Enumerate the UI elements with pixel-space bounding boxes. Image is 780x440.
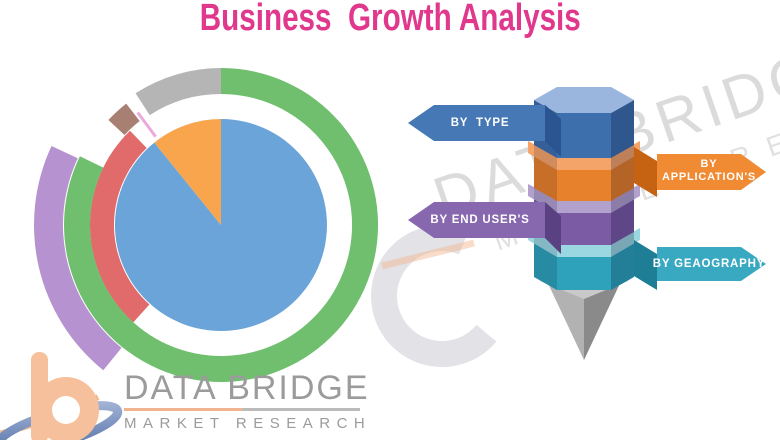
arrow-by-applications <box>634 147 766 197</box>
purple-bevel <box>528 184 640 213</box>
purple-arrow-fold <box>545 202 561 254</box>
orange-left-shade <box>534 145 557 201</box>
orange-arrow-body <box>657 154 766 190</box>
data-bridge-logo-text: DATA BRIDGE MARKET RESEARCH <box>124 371 371 432</box>
teal-arrow-body <box>657 247 766 281</box>
data-bridge-logo-mark <box>0 352 123 440</box>
arrow-by-type <box>408 105 561 157</box>
arrow-by-geography <box>634 240 766 290</box>
teal-right-shade <box>611 232 634 290</box>
orange-right-shade <box>611 145 634 201</box>
tip-right-face <box>584 277 623 360</box>
teal-arrow-fold <box>634 240 657 290</box>
logo-brand-text: DATA BRIDGE <box>124 369 370 407</box>
label-by-applications-line2: APPLICATION'S <box>661 171 757 183</box>
label-by-geography: BY GEAOGRAPHY <box>652 258 766 270</box>
watermark-ring <box>371 225 513 367</box>
watermark-swoosh <box>381 239 475 270</box>
orange-arrow-fold <box>634 147 657 197</box>
pie-leader-line <box>136 111 157 138</box>
pie-shape <box>89 130 150 323</box>
pie-shape <box>135 67 221 116</box>
logo-b-bowl-hole <box>52 396 80 424</box>
blue-right-shade <box>611 100 634 158</box>
faint-logo-watermark <box>371 225 513 367</box>
page-title-text: Business Growth Analysis <box>199 0 581 39</box>
pie-shape <box>108 103 140 135</box>
logo-divider <box>124 408 361 411</box>
logo-tagline-text: MARKET RESEARCH <box>124 415 372 432</box>
blue-top-face <box>534 87 634 113</box>
logo-divider-left <box>124 408 242 411</box>
label-by-end-users: BY END USER'S <box>430 214 530 226</box>
label-by-applications-line1: BY <box>700 158 718 170</box>
segmentation-pencil-diagram <box>408 87 766 360</box>
title-bar: Business Growth Analysis <box>0 0 780 40</box>
teal-left-shade <box>534 232 557 290</box>
blue-arrow-fold <box>545 105 561 157</box>
label-by-type: BY TYPE <box>450 117 510 129</box>
orange-bevel <box>528 141 640 170</box>
tip-left-face <box>545 277 584 360</box>
page-title: Business Growth Analysis <box>0 0 780 40</box>
pie-shape <box>114 119 327 331</box>
teal-bevel <box>528 228 640 257</box>
pie-shape <box>154 119 221 225</box>
segment-applications <box>528 141 640 201</box>
purple-right-shade <box>611 188 634 245</box>
blue-arrow-body <box>408 105 545 141</box>
logo-divider-right <box>242 408 360 411</box>
arrow-by-end-users <box>408 202 561 254</box>
purple-arrow-body <box>408 202 545 238</box>
pie-chart <box>33 67 379 382</box>
pie-shape <box>33 146 122 371</box>
label-by-applications: BY APPLICATION'S <box>657 152 761 190</box>
